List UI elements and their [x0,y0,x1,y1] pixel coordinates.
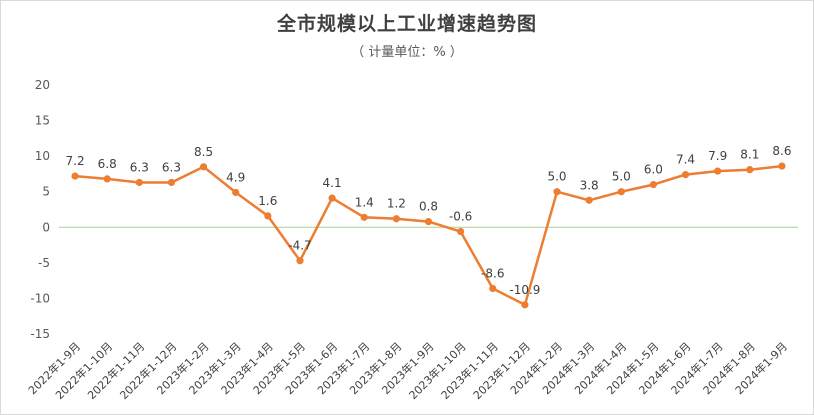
data-point[interactable] [424,217,433,226]
data-label: 1.4 [355,195,374,209]
data-point[interactable] [264,212,272,220]
data-label: 1.6 [258,194,277,208]
data-label: 6.0 [644,163,663,177]
series-line [74,164,783,307]
data-label: 4.9 [226,170,245,184]
data-point[interactable] [521,301,529,309]
x-axis: 2022年1-9月2022年1-10月2022年1-11月2022年1-12月2… [25,339,790,402]
y-tick-label: -10 [30,291,50,305]
data-point[interactable] [778,162,786,170]
data-label: 3.8 [580,178,599,192]
data-label: 0.8 [419,200,438,214]
data-point[interactable] [135,178,143,187]
y-tick-label: 0 [42,220,50,234]
data-label: -4.7 [288,239,311,253]
data-label: 6.3 [162,160,181,174]
data-point[interactable] [681,171,690,179]
y-tick-label: 5 [42,185,50,199]
x-tick-label: 2022年1-11月 [85,339,148,402]
series-group: 7.2 6.8 6.3 6.3 8.5 4.9 1.6 -4.7 4.1 1.4 1.2 0.8 -0.… [66,144,791,309]
x-tick-label: 2022年1-12月 [117,339,180,402]
x-tick-label: 2023年1-12月 [470,339,533,402]
data-label: 5.0 [612,170,631,184]
y-tick-label: 20 [35,78,50,92]
x-tick-label: 2023年1-10月 [406,339,469,402]
data-point[interactable] [199,163,208,171]
data-point[interactable] [585,196,593,204]
data-point[interactable] [296,257,304,265]
y-tick-label: -5 [38,256,50,270]
data-point[interactable] [71,172,79,180]
data-label: 1.2 [387,197,406,211]
data-point[interactable] [328,194,336,202]
data-point[interactable] [617,188,625,196]
data-point[interactable] [649,181,658,189]
chart-title: 全市规模以上工业增速趋势图 [276,13,537,35]
chart-subtitle: （ 计量单位：% ） [351,45,463,60]
data-label: 8.5 [194,145,213,159]
data-point[interactable] [746,166,754,174]
data-point[interactable] [167,178,176,187]
data-label: 7.2 [66,154,85,168]
x-tick-label: 2023年1-11月 [438,339,501,402]
data-label: 7.9 [708,149,727,163]
y-axis: 20 15 10 5 0 -5 -10 -15 [30,78,50,341]
data-label: -0.6 [449,210,472,224]
data-point[interactable] [103,175,111,183]
data-point[interactable] [457,227,465,236]
data-label: 8.1 [740,148,759,162]
data-point[interactable] [232,188,240,197]
data-point[interactable] [392,215,400,223]
data-label: 5.0 [547,170,566,184]
y-tick-label: -15 [30,327,50,341]
data-label: 8.6 [772,144,791,158]
data-label: 7.4 [676,153,695,167]
data-point[interactable] [714,167,722,175]
y-tick-label: 10 [35,149,50,163]
data-label: -10.9 [509,283,540,297]
x-tick-label: 2022年1-10月 [52,339,115,402]
data-label: -8.6 [481,266,504,280]
y-tick-label: 15 [35,114,50,128]
data-point[interactable] [489,284,497,293]
data-point[interactable] [360,213,368,221]
data-label: 4.1 [323,176,342,190]
data-point[interactable] [553,188,561,196]
data-label: 6.8 [98,157,117,171]
data-label: 6.3 [130,160,149,174]
